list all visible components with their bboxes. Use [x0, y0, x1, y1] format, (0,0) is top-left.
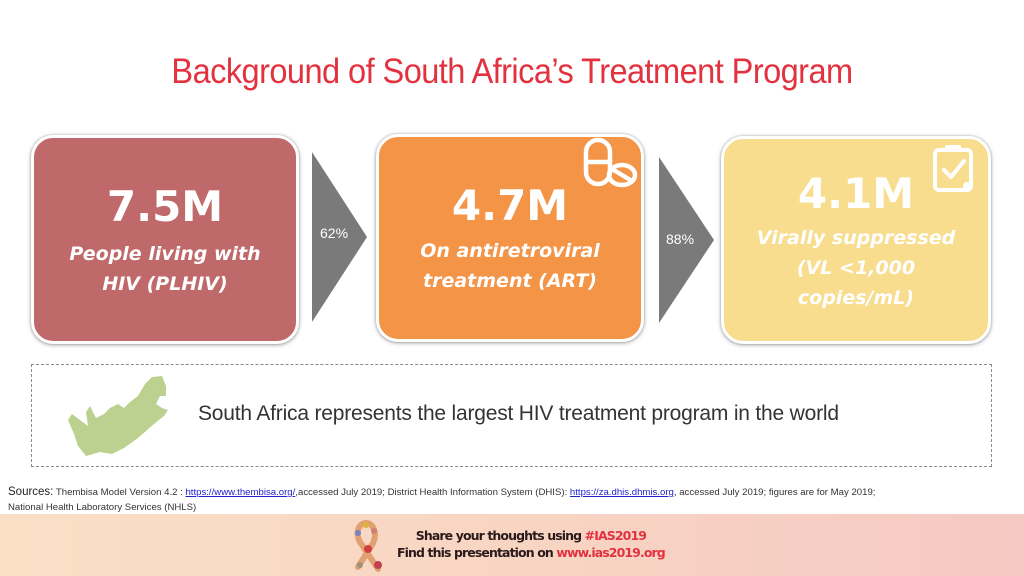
pill-icon — [583, 137, 638, 188]
vl-desc-line-2: (VL <1,000 — [796, 257, 916, 279]
plhiv-card: 7.5M People living with HIV (PLHIV) — [31, 135, 299, 344]
vl-description: Virally suppressed (VL <1,000 copies/mL) — [724, 223, 988, 313]
slide-title: Background of South Africa’s Treatment P… — [171, 52, 853, 91]
arrow-plhiv-to-art — [312, 152, 367, 322]
south-africa-map-icon — [68, 376, 168, 456]
sources-text-1: Thembisa Model Version 4.2 : — [53, 487, 186, 498]
callout-box: South Africa represents the largest HIV … — [31, 364, 992, 467]
footer-banner: Share your thoughts using #IAS2019 Find … — [0, 514, 1024, 576]
sources-label: Sources: — [8, 486, 54, 498]
art-desc-line-1: On antiretroviral — [420, 240, 600, 262]
footer-line-1: Share your thoughts using #IAS2019 — [397, 527, 665, 544]
arrow-art-to-vl — [659, 157, 714, 323]
sources-text-2: ,accessed July 2019; District Health Inf… — [295, 487, 570, 498]
vl-desc-line-1: Virally suppressed — [756, 227, 956, 249]
arrow-percentage-88: 88% — [666, 231, 695, 247]
footer-line-2: Find this presentation on www.ias2019.or… — [397, 544, 666, 561]
callout-text: South Africa represents the largest HIV … — [198, 402, 839, 425]
art-card: 4.7M On antiretroviral treatment (ART) — [376, 134, 644, 342]
footer-url-link[interactable]: www.ias2019.org — [556, 545, 665, 560]
vl-desc-line-3: copies/mL) — [797, 287, 915, 309]
dhis-link[interactable]: https://za.dhis.dhmis.org — [569, 487, 674, 498]
sources-citation: Sources: Thembisa Model Version 4.2 : ht… — [8, 485, 1018, 515]
art-value: 4.7M — [451, 181, 569, 230]
plhiv-desc-line-2: HIV (PLHIV) — [102, 273, 228, 295]
arrow-percentage-62: 62% — [320, 225, 349, 241]
plhiv-desc-line-1: People living with — [69, 243, 261, 265]
footer-message: Share your thoughts using #IAS2019 Find … — [397, 527, 666, 561]
plhiv-description: People living with HIV (PLHIV) — [34, 239, 296, 299]
clipboard-check-icon — [933, 145, 973, 192]
vl-value: 4.1M — [797, 169, 915, 218]
aids-ribbon-icon — [354, 519, 382, 572]
art-desc-line-2: treatment (ART) — [423, 270, 597, 292]
footer-share-text: Share your thoughts using — [415, 528, 585, 543]
sources-text-3: , accessed July 2019; figures are for Ma… — [673, 487, 876, 498]
art-description: On antiretroviral treatment (ART) — [379, 236, 641, 296]
footer-find-text: Find this presentation on — [397, 545, 557, 560]
plhiv-value: 7.5M — [106, 182, 224, 231]
footer-hashtag: #IAS2019 — [584, 528, 647, 543]
sources-line-2: National Health Laboratory Services (NHL… — [8, 502, 197, 513]
viral-suppression-card: 4.1M Virally suppressed (VL <1,000 copie… — [721, 136, 991, 344]
thembisa-link[interactable]: https://www.thembisa.org/ — [185, 487, 296, 498]
